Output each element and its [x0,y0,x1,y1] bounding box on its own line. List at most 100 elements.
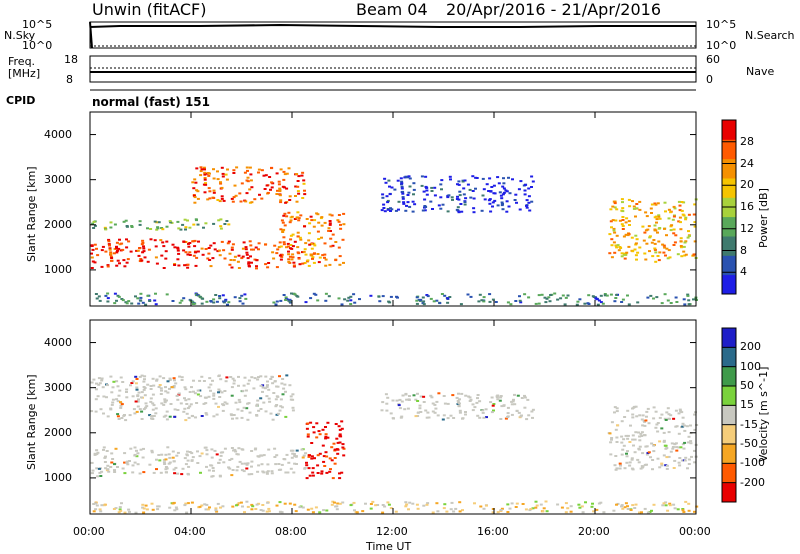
data-cell [127,508,131,511]
data-cell [239,200,243,203]
data-cell [196,250,200,253]
data-cell [271,382,275,385]
data-cell [418,404,422,407]
data-cell [615,293,619,296]
data-cell [618,462,622,465]
data-cell [250,248,253,251]
data-cell [255,404,259,407]
data-cell [200,504,204,507]
data-cell [664,504,668,507]
data-cell [347,296,351,299]
data-cell [200,302,204,305]
data-cell [94,388,98,391]
data-cell [302,250,306,253]
data-cell [656,457,660,460]
data-cell [576,300,580,303]
data-cell [114,507,118,510]
data-region-6 [94,292,698,306]
data-cell [161,228,165,231]
data-cell [292,471,296,474]
data-cell [488,300,492,303]
data-cell [500,204,504,207]
data-cell [349,504,353,507]
data-cell [289,244,293,246]
data-cell [212,469,215,472]
data-cell [488,177,492,180]
data-cell [279,199,283,202]
data-cell [171,243,175,246]
data-cell [293,293,297,296]
data-cell [114,447,118,450]
data-cell [285,215,289,218]
data-cell [489,210,493,213]
data-cell [146,227,149,230]
data-cell [156,226,160,229]
data-cell [261,470,265,473]
data-cell [125,261,129,264]
data-cell [135,249,139,252]
data-cell [238,460,242,463]
data-cell [277,180,281,183]
data-cell [692,213,696,216]
data-cell [408,177,412,180]
data-cell [614,219,618,222]
data-cell [398,398,402,401]
data-cell [491,404,495,407]
data-cell [103,456,107,459]
colorbar-frame [721,327,737,503]
data-cell [261,509,265,512]
data-cell [279,168,283,171]
data-cell [682,298,686,301]
data-cell [420,175,424,178]
data-cell [469,196,473,199]
data-cell [201,297,205,300]
data-cell [288,298,292,301]
data-cell [400,415,404,418]
data-cell [381,504,385,506]
data-cell [104,250,108,253]
data-cell [264,243,267,246]
data-cell [204,183,208,186]
data-cell [673,459,677,462]
data-cell [425,294,429,296]
data-cell [265,184,269,187]
data-cell [168,378,172,381]
data-cell [223,223,227,225]
data-cell [547,296,551,299]
data-cell [215,510,219,513]
data-cell [275,266,279,269]
data-cell [232,379,236,382]
data-cell [324,451,328,454]
data-cell [657,227,661,230]
data-cell [675,449,679,452]
data-cell [500,201,504,204]
data-cell [564,296,568,299]
data-cell [243,293,247,296]
data-cell [693,449,696,452]
data-cell [653,228,657,231]
data-cell [113,302,117,305]
data-cell [190,386,193,389]
data-cell [176,398,180,401]
data-cell [669,302,673,304]
data-cell [107,240,111,243]
data-cell [341,238,345,241]
data-cell [328,470,332,473]
data-cell [679,245,683,247]
data-cell [188,451,192,453]
data-cell [430,396,434,399]
data-cell [242,384,246,387]
data-cell [212,394,216,397]
data-cell [621,207,625,210]
data-cell [204,396,208,399]
data-cell [620,420,624,423]
data-cell [257,409,261,412]
data-cell [250,261,253,264]
data-cell [115,398,119,401]
data-cell [90,381,94,384]
data-cell [159,471,163,474]
data-cell [208,506,211,509]
data-cell [407,191,411,194]
data-cell [377,295,381,298]
data-cell [288,384,292,387]
